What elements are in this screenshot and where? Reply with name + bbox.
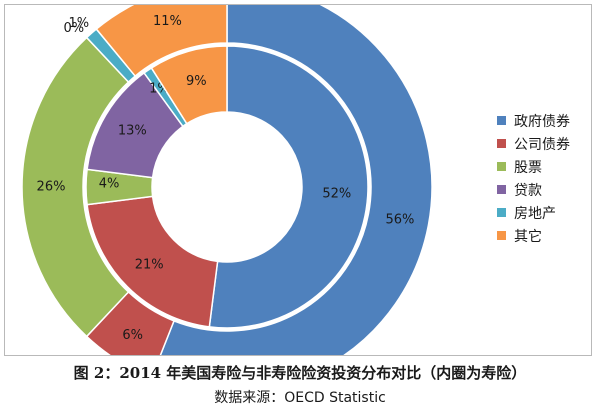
outer-ring-label-real-estate: 1% <box>68 16 89 31</box>
outer-ring-slice-other <box>95 5 228 78</box>
outer-ring-label-other: 11% <box>153 14 182 29</box>
inner-ring-label-stocks: 4% <box>99 177 120 192</box>
legend-item-loans: 贷款 <box>497 178 570 201</box>
outer-ring-label-stocks: 26% <box>37 180 66 195</box>
legend-label: 公司债券 <box>514 136 570 153</box>
legend-label: 股票 <box>514 159 542 176</box>
inner-ring-slice-government-bonds <box>208 45 369 329</box>
outer-ring-slice-stocks <box>21 36 130 338</box>
legend-item-real-estate: 房地产 <box>497 201 570 224</box>
inner-ring-label-government-bonds: 52% <box>322 186 351 201</box>
inner-ring-slice-corporate-bonds <box>86 195 219 328</box>
figure-source: 数据来源：OECD Statistic <box>214 390 386 406</box>
outer-ring-label-loans: 0% <box>63 21 84 36</box>
legend-item-other: 其它 <box>497 224 570 247</box>
inner-ring-slice-other <box>150 45 228 125</box>
outer-ring-label-corporate-bonds: 6% <box>122 328 143 343</box>
legend-label: 房地产 <box>514 205 556 222</box>
outer-ring-slice-government-bonds <box>159 5 433 355</box>
chart-frame: 52% 21% 4% 13% 1% 9% 56% 6% 26% 0% 1% 11% 政府债券 公司债券股… <box>4 4 592 356</box>
inner-ring-label-loans: 13% <box>118 124 147 139</box>
chart-legend: 政府债券公司债券股票贷款房地产其它 <box>497 109 570 247</box>
legend-item-stocks: 股票 <box>497 155 570 178</box>
figure-caption: 图 2：2014 年美国寿险与非寿险险资投资分布对比（内圈为寿险） <box>73 364 527 382</box>
outer-ring-label-government-bonds: 56% <box>385 213 414 228</box>
inner-ring-label-corporate-bonds: 21% <box>135 257 164 272</box>
legend-item-corporate-bonds: 公司债券 <box>497 132 570 155</box>
legend-label: 政府债券 <box>514 113 570 130</box>
legend-label: 其它 <box>514 228 542 245</box>
donut-chart: 52%21%4%13%1% 9%56%6%26%0%1% 11% <box>21 5 433 355</box>
legend-swatch <box>497 231 506 240</box>
legend-item-government-bonds: 政府债券 <box>497 109 570 132</box>
inner-ring-label-other: 9% <box>186 74 207 89</box>
legend-swatch <box>497 185 506 194</box>
legend-swatch <box>497 162 506 171</box>
legend-label: 贷款 <box>514 182 542 199</box>
legend-swatch <box>497 139 506 148</box>
legend-swatch <box>497 116 506 125</box>
legend-swatch <box>497 208 506 217</box>
